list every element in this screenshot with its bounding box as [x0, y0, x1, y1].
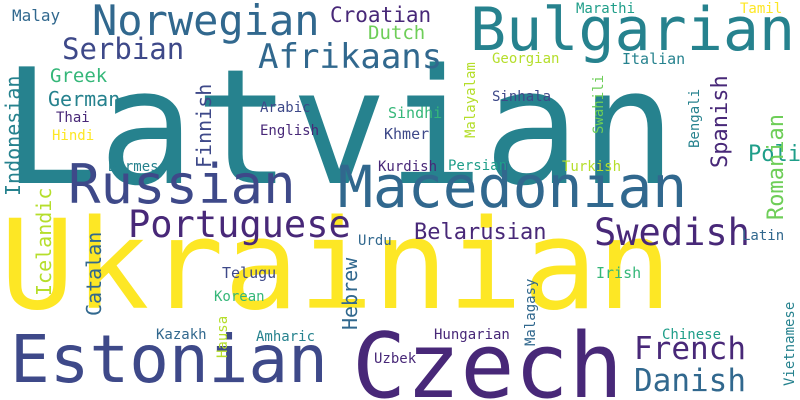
- word-serbian: Serbian: [62, 32, 185, 66]
- word-urdu: Urdu: [358, 233, 392, 249]
- word-irish: Irish: [596, 264, 642, 282]
- word-hebrew: Hebrew: [338, 257, 362, 330]
- word-catalan: Catalan: [82, 231, 106, 316]
- word-finnish: Finnish: [192, 83, 216, 168]
- word-ukrainian: Ukrainian: [0, 194, 672, 338]
- word-turkish: Turkish: [562, 159, 622, 175]
- word-greek: Greek: [50, 65, 108, 87]
- word-sindhi: Sindhi: [388, 104, 443, 122]
- word-latvian: Latvian: [2, 34, 677, 221]
- word-burmese: Burmese: [108, 159, 168, 175]
- word-danish: Danish: [634, 363, 746, 399]
- word-malayalam: Malayalam: [463, 62, 479, 138]
- word-italian: Italian: [622, 50, 686, 68]
- word-portuguese: Portuguese: [128, 203, 351, 246]
- word-croatian: Croatian: [330, 3, 432, 27]
- word-marathi: Marathi: [576, 1, 636, 17]
- word-estonian: Estonian: [10, 321, 328, 398]
- word-indonesian: Indonesian: [1, 75, 25, 196]
- word-malagasy: Malagasy: [523, 278, 539, 346]
- word-chinese: Chinese: [662, 327, 722, 343]
- word-norwegian: Norwegian: [92, 0, 320, 45]
- word-kurdish: Kurdish: [378, 159, 438, 175]
- word-uzbek: Uzbek: [374, 351, 417, 367]
- word-bulgarian: Bulgarian: [470, 0, 796, 65]
- word-arabic: Arabic: [260, 100, 311, 116]
- word-tamil: Tamil: [740, 1, 783, 17]
- word-swedish: Swedish: [594, 211, 750, 254]
- word-bengali: Bengali: [687, 88, 703, 148]
- word-romanian: Romanian: [764, 114, 789, 220]
- word-malay: Malay: [12, 6, 61, 25]
- word-latin: Latin: [742, 228, 785, 244]
- word-swahili: Swahili: [591, 74, 607, 134]
- word-german: German: [48, 87, 121, 111]
- word-kazakh: Kazakh: [156, 327, 207, 343]
- word-hungarian: Hungarian: [434, 327, 510, 343]
- word-vietnamese: Vietnamese: [782, 301, 798, 386]
- word-icelandic: Icelandic: [32, 187, 56, 296]
- word-polish: Polish: [748, 142, 800, 167]
- word-hausa: Hausa: [215, 315, 231, 358]
- word-korean: Korean: [214, 289, 265, 305]
- word-russian: Russian: [68, 153, 296, 216]
- word-dutch: Dutch: [368, 22, 426, 44]
- word-persian: Persian: [448, 158, 508, 174]
- word-belarusian: Belarusian: [414, 220, 547, 245]
- word-sinhala: Sinhala: [492, 89, 552, 105]
- word-macedonian: Macedonian: [338, 153, 688, 221]
- word-czech: Czech: [352, 314, 623, 400]
- word-english: English: [260, 123, 320, 139]
- word-afrikaans: Afrikaans: [258, 37, 443, 77]
- word-khmer: Khmer: [384, 125, 430, 143]
- word-french: French: [634, 331, 746, 367]
- word-hindi: Hindi: [52, 128, 95, 144]
- word-amharic: Amharic: [256, 329, 316, 345]
- word-spanish: Spanish: [708, 75, 733, 168]
- word-thai: Thai: [56, 110, 90, 126]
- word-georgian: Georgian: [492, 51, 560, 67]
- word-telugu: Telugu: [222, 264, 277, 282]
